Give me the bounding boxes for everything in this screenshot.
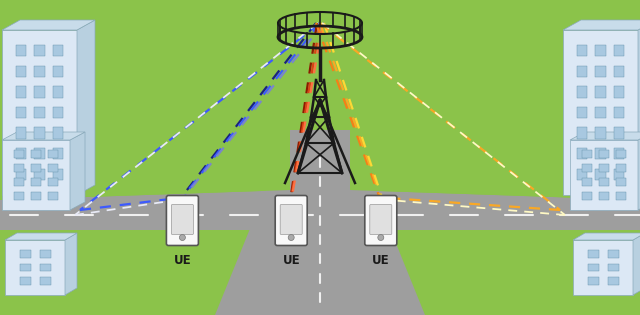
- Polygon shape: [582, 192, 591, 200]
- Polygon shape: [595, 148, 605, 159]
- Polygon shape: [616, 178, 626, 186]
- Polygon shape: [0, 190, 290, 230]
- Polygon shape: [31, 178, 41, 186]
- Polygon shape: [2, 20, 95, 30]
- Polygon shape: [599, 178, 609, 186]
- Polygon shape: [53, 169, 63, 180]
- Polygon shape: [35, 128, 45, 139]
- Polygon shape: [614, 86, 625, 98]
- Polygon shape: [577, 148, 587, 159]
- Polygon shape: [614, 148, 625, 159]
- Polygon shape: [350, 190, 640, 230]
- Polygon shape: [614, 45, 625, 56]
- Polygon shape: [35, 66, 45, 77]
- FancyBboxPatch shape: [172, 204, 193, 234]
- Polygon shape: [0, 230, 215, 315]
- Circle shape: [179, 234, 186, 240]
- Polygon shape: [595, 107, 605, 118]
- Polygon shape: [15, 148, 26, 159]
- Polygon shape: [14, 192, 24, 200]
- Polygon shape: [31, 192, 41, 200]
- Polygon shape: [577, 169, 587, 180]
- Polygon shape: [588, 250, 598, 258]
- Polygon shape: [595, 66, 605, 77]
- Polygon shape: [40, 264, 51, 271]
- Polygon shape: [15, 86, 26, 98]
- Polygon shape: [616, 164, 626, 172]
- Polygon shape: [49, 164, 58, 172]
- Polygon shape: [614, 169, 625, 180]
- Polygon shape: [49, 150, 58, 158]
- Polygon shape: [19, 250, 31, 258]
- Polygon shape: [588, 278, 598, 285]
- Polygon shape: [5, 233, 77, 240]
- Polygon shape: [563, 30, 638, 195]
- Polygon shape: [35, 107, 45, 118]
- Polygon shape: [14, 150, 24, 158]
- FancyBboxPatch shape: [370, 204, 392, 234]
- Polygon shape: [40, 278, 51, 285]
- Polygon shape: [53, 148, 63, 159]
- Polygon shape: [616, 192, 626, 200]
- Polygon shape: [582, 150, 591, 158]
- Polygon shape: [577, 66, 587, 77]
- Polygon shape: [350, 130, 640, 200]
- Polygon shape: [53, 86, 63, 98]
- Polygon shape: [616, 150, 626, 158]
- Polygon shape: [15, 107, 26, 118]
- Polygon shape: [577, 86, 587, 98]
- Polygon shape: [49, 192, 58, 200]
- Polygon shape: [15, 45, 26, 56]
- Polygon shape: [595, 169, 605, 180]
- Polygon shape: [638, 20, 640, 195]
- Polygon shape: [573, 233, 640, 240]
- Polygon shape: [35, 86, 45, 98]
- Polygon shape: [563, 20, 640, 30]
- Polygon shape: [35, 148, 45, 159]
- Polygon shape: [0, 130, 290, 200]
- Polygon shape: [350, 130, 640, 315]
- Polygon shape: [599, 164, 609, 172]
- Polygon shape: [582, 178, 591, 186]
- Polygon shape: [577, 128, 587, 139]
- Circle shape: [288, 234, 294, 240]
- Polygon shape: [573, 240, 633, 295]
- Polygon shape: [614, 66, 625, 77]
- Text: UE: UE: [372, 254, 390, 266]
- Polygon shape: [595, 128, 605, 139]
- Polygon shape: [40, 250, 51, 258]
- FancyBboxPatch shape: [365, 196, 397, 245]
- Polygon shape: [607, 250, 618, 258]
- Polygon shape: [31, 150, 41, 158]
- Polygon shape: [633, 233, 640, 295]
- Polygon shape: [2, 140, 70, 210]
- Polygon shape: [53, 66, 63, 77]
- Polygon shape: [577, 107, 587, 118]
- Polygon shape: [599, 150, 609, 158]
- FancyBboxPatch shape: [280, 204, 302, 234]
- Polygon shape: [595, 45, 605, 56]
- Text: UE: UE: [173, 254, 191, 266]
- Polygon shape: [0, 130, 290, 315]
- Polygon shape: [53, 128, 63, 139]
- Polygon shape: [53, 45, 63, 56]
- Polygon shape: [607, 264, 618, 271]
- Text: UE: UE: [282, 254, 300, 266]
- Polygon shape: [582, 164, 591, 172]
- Polygon shape: [15, 169, 26, 180]
- Polygon shape: [425, 230, 640, 315]
- Polygon shape: [53, 107, 63, 118]
- FancyBboxPatch shape: [275, 196, 307, 245]
- Polygon shape: [35, 45, 45, 56]
- Polygon shape: [577, 45, 587, 56]
- FancyBboxPatch shape: [166, 196, 198, 245]
- Polygon shape: [614, 107, 625, 118]
- Polygon shape: [35, 169, 45, 180]
- Polygon shape: [2, 30, 77, 195]
- Polygon shape: [595, 86, 605, 98]
- Polygon shape: [14, 178, 24, 186]
- Polygon shape: [15, 128, 26, 139]
- Polygon shape: [77, 20, 95, 195]
- Polygon shape: [65, 233, 77, 295]
